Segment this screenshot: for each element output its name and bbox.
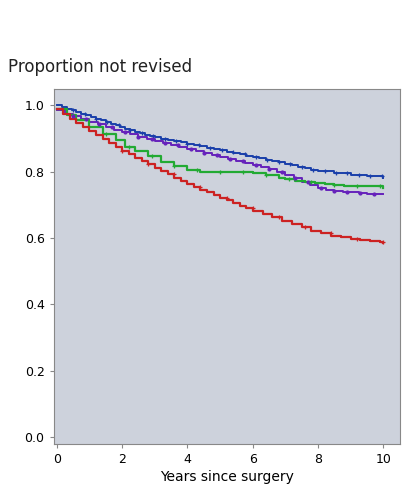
Text: Proportion not revised: Proportion not revised: [8, 58, 192, 76]
X-axis label: Years since surgery: Years since surgery: [160, 470, 293, 484]
